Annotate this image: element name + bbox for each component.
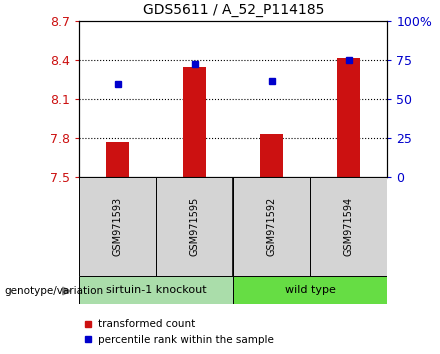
Text: GSM971595: GSM971595: [190, 197, 200, 256]
Bar: [310, 177, 387, 276]
Text: GSM971592: GSM971592: [267, 197, 277, 256]
Bar: [183, 67, 206, 177]
Bar: [79, 177, 156, 276]
Bar: [337, 58, 360, 177]
Legend: transformed count, percentile rank within the sample: transformed count, percentile rank withi…: [80, 315, 278, 349]
Text: GSM971594: GSM971594: [344, 197, 354, 256]
Bar: [233, 177, 310, 276]
Text: GSM971593: GSM971593: [113, 197, 123, 256]
Bar: [79, 276, 233, 304]
Bar: [260, 134, 283, 177]
Text: genotype/variation: genotype/variation: [4, 286, 103, 296]
Title: GDS5611 / A_52_P114185: GDS5611 / A_52_P114185: [143, 4, 324, 17]
Bar: [156, 177, 233, 276]
Bar: [106, 142, 129, 177]
Text: sirtuin-1 knockout: sirtuin-1 knockout: [106, 285, 206, 295]
Text: wild type: wild type: [285, 285, 336, 295]
Bar: [233, 276, 387, 304]
